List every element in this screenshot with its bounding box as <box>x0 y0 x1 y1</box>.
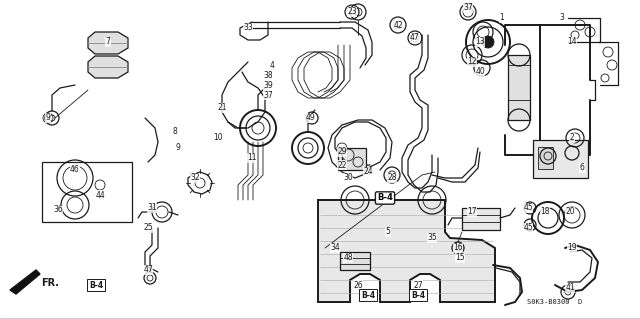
Text: 31: 31 <box>147 204 157 212</box>
Text: B-4: B-4 <box>361 291 375 300</box>
Text: 3: 3 <box>559 13 564 23</box>
Bar <box>462 208 500 230</box>
Text: 35: 35 <box>427 234 437 242</box>
Text: 44: 44 <box>95 190 105 199</box>
Text: 45: 45 <box>523 224 533 233</box>
Text: 26: 26 <box>353 280 363 290</box>
Text: 40: 40 <box>475 68 485 77</box>
Text: 12: 12 <box>467 57 477 66</box>
Text: 19: 19 <box>567 243 577 253</box>
Polygon shape <box>88 32 128 54</box>
Bar <box>42 162 132 222</box>
Text: 14: 14 <box>567 38 577 47</box>
Text: 25: 25 <box>143 224 153 233</box>
Text: 7: 7 <box>106 38 111 47</box>
Text: 33: 33 <box>243 24 253 33</box>
Text: B-4: B-4 <box>89 280 103 290</box>
Text: 29: 29 <box>337 147 347 157</box>
Text: 15: 15 <box>455 254 465 263</box>
Text: S0K3-B0300  D: S0K3-B0300 D <box>527 299 582 305</box>
Text: B-4: B-4 <box>411 291 425 300</box>
Text: 13: 13 <box>475 38 485 47</box>
Text: 5: 5 <box>385 227 390 236</box>
Bar <box>538 147 553 169</box>
Text: 16: 16 <box>453 243 463 253</box>
Text: 48: 48 <box>343 254 353 263</box>
Text: 42: 42 <box>393 20 403 29</box>
Text: 2: 2 <box>570 133 574 143</box>
Text: B-4: B-4 <box>377 194 393 203</box>
Text: 45: 45 <box>523 204 533 212</box>
Text: 21: 21 <box>217 103 227 113</box>
Text: 8: 8 <box>173 128 177 137</box>
Circle shape <box>482 36 494 48</box>
Text: 18: 18 <box>540 207 550 217</box>
Text: 9: 9 <box>175 144 180 152</box>
Text: 46: 46 <box>70 166 80 174</box>
Text: 4: 4 <box>269 61 275 70</box>
Text: 24: 24 <box>363 167 373 176</box>
Text: FR.: FR. <box>41 278 59 288</box>
Text: 47: 47 <box>143 265 153 275</box>
Text: 9: 9 <box>45 114 51 122</box>
Text: 34: 34 <box>330 243 340 253</box>
Text: 36: 36 <box>53 205 63 214</box>
Text: 30: 30 <box>343 174 353 182</box>
Polygon shape <box>10 270 40 294</box>
Text: 23: 23 <box>347 8 357 17</box>
Polygon shape <box>88 56 128 78</box>
Text: 1: 1 <box>500 13 504 23</box>
Text: 28: 28 <box>387 174 397 182</box>
Bar <box>340 252 370 270</box>
Text: 49: 49 <box>305 114 315 122</box>
Text: 10: 10 <box>213 133 223 143</box>
Text: 38: 38 <box>263 70 273 79</box>
Text: 41: 41 <box>565 284 575 293</box>
Polygon shape <box>318 200 495 302</box>
Text: 37: 37 <box>263 91 273 100</box>
Text: 20: 20 <box>565 207 575 217</box>
Text: 37: 37 <box>463 4 473 12</box>
Text: 27: 27 <box>413 280 423 290</box>
Bar <box>508 55 530 120</box>
Bar <box>338 148 366 170</box>
Text: 47: 47 <box>410 33 420 42</box>
Text: 22: 22 <box>337 160 347 169</box>
Text: 11: 11 <box>247 153 257 162</box>
Bar <box>533 140 588 178</box>
Text: 17: 17 <box>467 207 477 217</box>
Text: 32: 32 <box>190 174 200 182</box>
Text: 6: 6 <box>580 164 584 173</box>
Text: 39: 39 <box>263 80 273 90</box>
